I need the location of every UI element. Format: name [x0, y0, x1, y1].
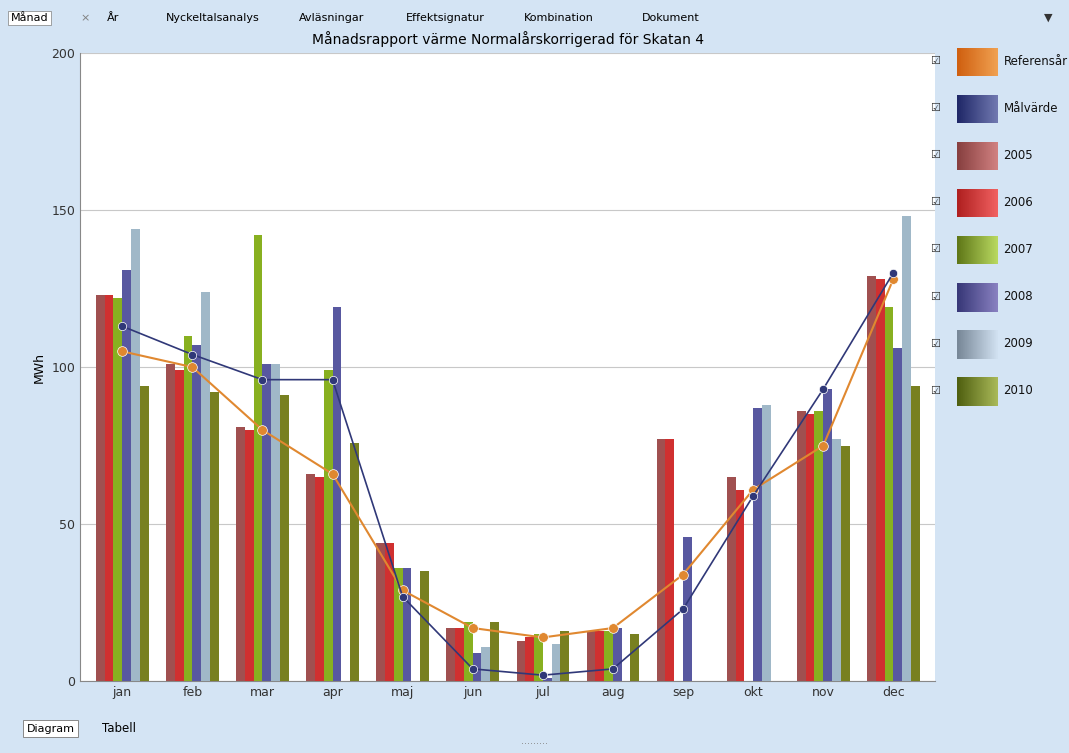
Bar — [683, 537, 692, 681]
Bar — [472, 653, 481, 681]
Bar — [262, 364, 272, 681]
Text: Referensår: Referensår — [1004, 55, 1068, 68]
Bar — [516, 641, 525, 681]
Bar — [420, 572, 429, 681]
Bar — [403, 569, 412, 681]
Bar — [376, 543, 385, 681]
Text: 2008: 2008 — [1004, 290, 1033, 303]
Bar — [166, 364, 175, 681]
Bar — [832, 440, 840, 681]
Bar — [464, 622, 472, 681]
Bar — [385, 543, 393, 681]
Bar — [192, 345, 201, 681]
Text: ☑: ☑ — [930, 245, 940, 255]
Bar — [210, 392, 219, 681]
Bar — [840, 446, 850, 681]
Bar — [324, 370, 332, 681]
Text: 2010: 2010 — [1004, 384, 1034, 397]
Bar — [560, 631, 569, 681]
Bar — [525, 638, 534, 681]
Bar — [113, 298, 122, 681]
Bar — [280, 395, 289, 681]
Text: Nyckeltalsanalys: Nyckeltalsanalys — [166, 13, 260, 23]
Bar — [727, 477, 735, 681]
Y-axis label: MWh: MWh — [33, 352, 46, 383]
Title: Månadsrapport värme Normalårskorrigerad för Skatan 4: Månadsrapport värme Normalårskorrigerad … — [312, 32, 703, 47]
Bar — [245, 430, 253, 681]
Bar — [884, 307, 894, 681]
Bar — [552, 644, 560, 681]
Text: ×: × — [80, 13, 90, 23]
Bar — [272, 364, 280, 681]
Bar — [140, 386, 149, 681]
Bar — [184, 336, 192, 681]
Text: ▼: ▼ — [1044, 13, 1053, 23]
Bar — [175, 370, 184, 681]
Text: ☑: ☑ — [930, 386, 940, 395]
Bar — [122, 270, 131, 681]
Text: Effektsignatur: Effektsignatur — [406, 13, 485, 23]
Bar — [762, 405, 771, 681]
Bar — [253, 235, 262, 681]
Text: .........: ......... — [521, 736, 548, 746]
Bar — [587, 631, 595, 681]
Bar — [754, 408, 762, 681]
Bar — [666, 440, 675, 681]
Bar — [656, 440, 666, 681]
Bar — [315, 477, 324, 681]
Bar — [491, 622, 499, 681]
Text: ☑: ☑ — [930, 151, 940, 160]
Text: ☑: ☑ — [930, 56, 940, 66]
Text: Kombination: Kombination — [524, 13, 593, 23]
Bar — [595, 631, 604, 681]
Text: 2007: 2007 — [1004, 243, 1034, 256]
Bar — [236, 427, 245, 681]
Text: Avläsningar: Avläsningar — [299, 13, 365, 23]
Bar — [735, 489, 744, 681]
Bar — [455, 628, 464, 681]
Text: Månad: Månad — [11, 13, 48, 23]
Bar — [350, 443, 359, 681]
Text: ☑: ☑ — [930, 103, 940, 113]
Bar — [543, 678, 552, 681]
Bar — [481, 647, 491, 681]
Bar — [393, 569, 403, 681]
Bar — [306, 474, 315, 681]
Bar — [806, 414, 815, 681]
Bar — [332, 307, 341, 681]
Bar — [105, 294, 113, 681]
Text: Tabell: Tabell — [102, 722, 136, 735]
Text: Dokument: Dokument — [641, 13, 699, 23]
Text: 2005: 2005 — [1004, 149, 1033, 162]
Bar — [894, 348, 902, 681]
Text: ☑: ☑ — [930, 197, 940, 207]
Bar — [823, 389, 832, 681]
Bar — [604, 631, 613, 681]
Bar — [631, 634, 639, 681]
Text: 2009: 2009 — [1004, 337, 1034, 350]
Text: 2006: 2006 — [1004, 196, 1034, 209]
Bar — [131, 229, 140, 681]
Bar — [613, 628, 622, 681]
Bar — [911, 386, 919, 681]
Bar — [534, 634, 543, 681]
Bar — [867, 276, 876, 681]
Bar — [902, 216, 911, 681]
Bar — [796, 411, 806, 681]
Text: Målvärde: Målvärde — [1004, 102, 1058, 114]
Text: År: År — [107, 13, 120, 23]
Text: Diagram: Diagram — [27, 724, 75, 733]
Bar — [815, 411, 823, 681]
Text: ☑: ☑ — [930, 291, 940, 301]
Bar — [96, 294, 105, 681]
Bar — [201, 291, 210, 681]
Bar — [876, 279, 884, 681]
Bar — [447, 628, 455, 681]
Text: ☑: ☑ — [930, 339, 940, 349]
